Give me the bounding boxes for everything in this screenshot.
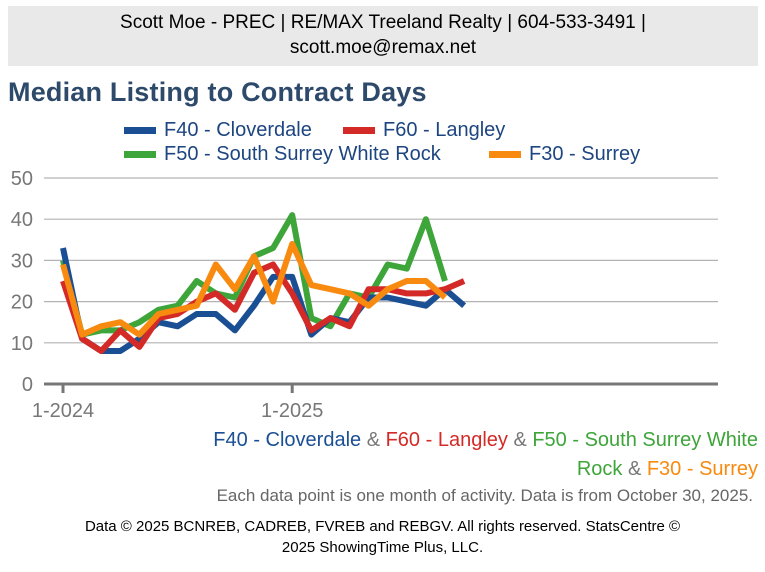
legend-swatch-langley bbox=[343, 127, 375, 134]
legend-swatch-south-surrey bbox=[124, 151, 156, 158]
legend-swatch-cloverdale bbox=[124, 127, 156, 134]
subtitle-line1-part-2: F60 - Langley bbox=[385, 429, 508, 451]
legend-item-south-surrey[interactable]: F50 - South Surrey White Rock bbox=[124, 143, 441, 166]
chart-subtitle: F40 - Cloverdale & F60 - Langley & F50 -… bbox=[80, 426, 758, 484]
subtitle-line2-part-2: F30 - Surrey bbox=[646, 458, 758, 480]
agent-header-line2: scott.moe@remax.net bbox=[289, 37, 477, 58]
chart-title: Median Listing to Contract Days bbox=[8, 77, 427, 107]
y-tick-label-20: 20 bbox=[11, 292, 33, 314]
y-tick-label-0: 0 bbox=[22, 374, 33, 396]
agent-header-line1: Scott Moe - PREC | RE/MAX Treeland Realt… bbox=[120, 12, 646, 33]
subtitle-line1-part-3: & bbox=[507, 429, 533, 451]
chart-subtitle-line2: Rock & F30 - Surrey bbox=[80, 455, 758, 484]
y-tick-label-40: 40 bbox=[11, 209, 33, 231]
x-tick-label-1-2025: 1-2025 bbox=[261, 400, 323, 422]
legend-item-surrey[interactable]: F30 - Surrey bbox=[489, 143, 640, 166]
legend-label-langley: F60 - Langley bbox=[383, 119, 506, 141]
subtitle-line1-part-0: F40 - Cloverdale bbox=[213, 429, 362, 451]
chart-subtitle-line1: F40 - Cloverdale & F60 - Langley & F50 -… bbox=[80, 426, 758, 455]
legend-swatch-surrey bbox=[489, 151, 521, 158]
series-line-cloverdale bbox=[60, 247, 467, 354]
legend-label-cloverdale: F40 - Cloverdale bbox=[164, 119, 312, 141]
legend-label-south-surrey: F50 - South Surrey White Rock bbox=[164, 143, 441, 165]
series-line-langley bbox=[60, 261, 466, 354]
subtitle-line1-part-1: & bbox=[361, 429, 386, 451]
y-tick-label-30: 30 bbox=[11, 250, 33, 272]
agent-header: Scott Moe - PREC | RE/MAX Treeland Realt… bbox=[8, 6, 758, 66]
legend-item-cloverdale[interactable]: F40 - Cloverdale bbox=[124, 119, 312, 142]
y-tick-label-50: 50 bbox=[11, 168, 33, 190]
x-tick-label-1-2024: 1-2024 bbox=[32, 400, 94, 422]
subtitle-line1-part-4: F50 - South Surrey White bbox=[532, 429, 758, 451]
series-line-surrey bbox=[60, 240, 447, 338]
legend-item-langley[interactable]: F60 - Langley bbox=[343, 119, 505, 142]
subtitle-line2-part-1: & bbox=[622, 458, 647, 480]
copyright-line2: 2025 ShowingTime Plus, LLC. bbox=[281, 539, 484, 556]
y-tick-label-10: 10 bbox=[11, 333, 33, 355]
subtitle-line2-part-0: Rock bbox=[576, 458, 623, 480]
data-note: Each data point is one month of activity… bbox=[216, 486, 753, 505]
copyright-footer: Data © 2025 BCNREB, CADREB, FVREB and RE… bbox=[10, 516, 755, 558]
legend-label-surrey: F30 - Surrey bbox=[529, 143, 641, 165]
copyright-line1: Data © 2025 BCNREB, CADREB, FVREB and RE… bbox=[84, 518, 681, 535]
